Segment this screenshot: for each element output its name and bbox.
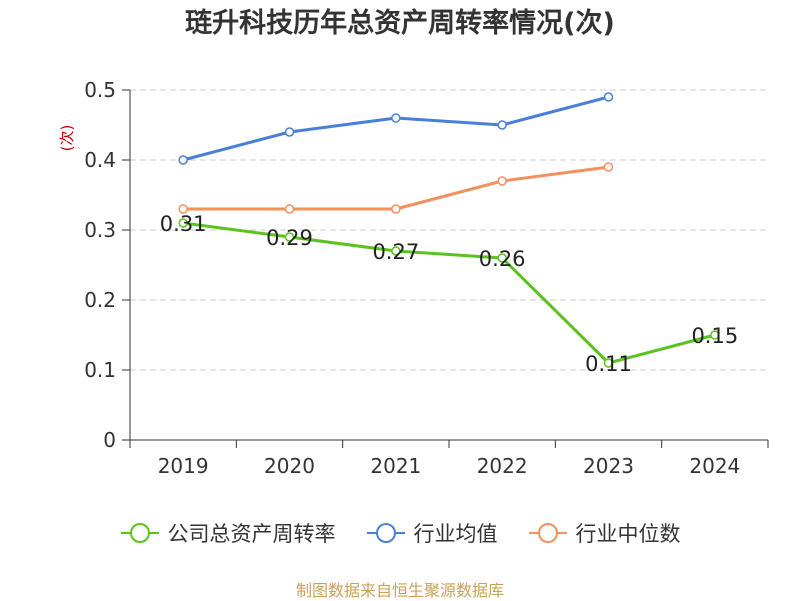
legend-item-industry-median[interactable]: 行业中位数 bbox=[528, 518, 681, 548]
data-label-company: 0.11 bbox=[585, 352, 632, 376]
x-tick-label: 2020 bbox=[264, 454, 315, 478]
x-tick-label: 2023 bbox=[583, 454, 634, 478]
point-company bbox=[391, 246, 401, 256]
legend-marker bbox=[375, 523, 396, 543]
point-industry_median bbox=[178, 204, 188, 214]
series-line-company bbox=[182, 221, 716, 365]
legend-item-industry-avg[interactable]: 行业均值 bbox=[366, 518, 498, 548]
point-industry_median bbox=[391, 204, 401, 214]
point-industry_avg bbox=[391, 113, 401, 123]
axes: 0 0.1 0.2 0.3 0.4 0.5 2019 2020 2021 2022 2023 2024… bbox=[58, 78, 769, 478]
x-tick-label: 2022 bbox=[477, 454, 528, 478]
x-tick-label: 2019 bbox=[158, 454, 209, 478]
chart-title: 琏升科技历年总资产周转率情况(次) bbox=[185, 8, 615, 39]
y-tick-label: 0.1 bbox=[84, 358, 116, 382]
point-industry_avg bbox=[178, 155, 188, 165]
y-axis-label: (次) bbox=[58, 125, 76, 152]
point-industry_avg bbox=[497, 120, 507, 130]
point-industry_median bbox=[497, 176, 507, 186]
data-label-company: 0.27 bbox=[372, 240, 419, 264]
legend-label-industry-median: 行业中位数 bbox=[575, 522, 681, 546]
legend-marker bbox=[129, 523, 150, 543]
data-labels: 0.31 0.29 0.27 0.26 0.11 0.15 bbox=[160, 212, 738, 376]
legend-label-industry-avg: 行业均值 bbox=[413, 522, 498, 546]
grid-lines bbox=[130, 89, 768, 371]
point-industry_median bbox=[284, 204, 295, 214]
point-industry_median bbox=[603, 162, 614, 172]
point-company bbox=[284, 232, 295, 242]
data-label-company: 0.26 bbox=[479, 247, 526, 271]
y-tick-label: 0.4 bbox=[84, 148, 116, 172]
data-label-company: 0.31 bbox=[160, 212, 207, 236]
point-company bbox=[710, 330, 720, 340]
point-industry_avg bbox=[603, 92, 614, 102]
x-tick-label: 2021 bbox=[370, 454, 421, 478]
y-tick-label: 0 bbox=[103, 428, 116, 452]
legend: 公司总资产周转率 行业均值 行业中位数 bbox=[0, 518, 800, 548]
legend-industry-median-icon bbox=[528, 523, 567, 543]
y-tick-label: 0.5 bbox=[84, 78, 116, 102]
data-label-company: 0.29 bbox=[266, 226, 313, 250]
series-lines bbox=[178, 92, 720, 368]
legend-marker bbox=[537, 523, 558, 543]
line-chart: 0 0.1 0.2 0.3 0.4 0.5 2019 2020 2021 2022 2023 2024… bbox=[58, 78, 769, 478]
point-industry_avg bbox=[284, 127, 295, 137]
legend-industry-avg-icon bbox=[366, 523, 405, 543]
data-label-company: 0.15 bbox=[691, 324, 738, 348]
legend-label-company: 公司总资产周转率 bbox=[167, 522, 336, 546]
series-line-industry_avg bbox=[182, 95, 609, 162]
point-company bbox=[603, 358, 614, 368]
point-company bbox=[497, 253, 507, 263]
source-note: 制图数据来自恒生聚源数据库 bbox=[295, 581, 504, 600]
legend-item-company[interactable]: 公司总资产周转率 bbox=[120, 518, 336, 548]
legend-company-icon bbox=[120, 523, 159, 543]
series-line-industry_median bbox=[183, 165, 609, 211]
point-company bbox=[178, 218, 188, 228]
y-tick-label: 0.2 bbox=[84, 288, 116, 312]
x-tick-label: 2024 bbox=[689, 454, 740, 478]
y-tick-label: 0.3 bbox=[84, 218, 116, 242]
